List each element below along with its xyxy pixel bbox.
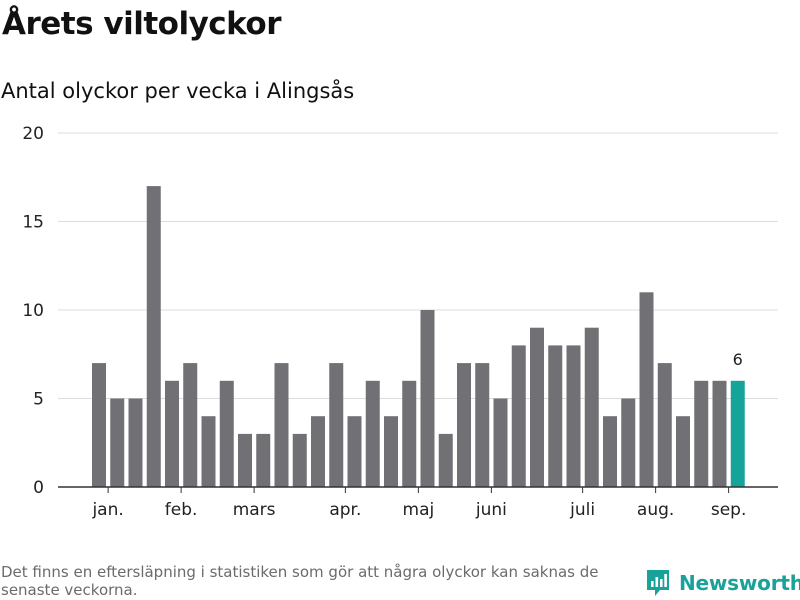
x-tick-label: feb. xyxy=(165,500,198,520)
bar xyxy=(92,363,106,487)
bar xyxy=(347,416,362,487)
bar xyxy=(584,327,599,487)
bar xyxy=(475,363,490,487)
x-tick-label: aug. xyxy=(637,500,674,520)
y-tick-labels: 0 5 10 15 20 xyxy=(22,124,44,498)
bar xyxy=(657,363,672,487)
y-tick-label: 10 xyxy=(22,301,44,321)
x-tick-label: maj xyxy=(403,500,435,520)
grid-layer xyxy=(58,132,778,399)
bar xyxy=(128,398,143,487)
bar xyxy=(329,363,344,487)
x-tick-label: sep. xyxy=(711,500,747,520)
bar-highlight xyxy=(730,380,745,487)
bar xyxy=(311,416,325,487)
bar-chart: 0 5 10 15 20 6 jan. feb. mars apr. maj juni juli au… xyxy=(22,124,778,520)
brand[interactable]: Newsworthy xyxy=(645,568,800,598)
footer-note: Det finns en eftersläpning i statistiken… xyxy=(1,563,599,599)
bar xyxy=(238,433,252,487)
last-value-label: 6 xyxy=(733,350,743,369)
bar xyxy=(365,380,380,487)
bar xyxy=(183,363,198,487)
bar xyxy=(511,345,526,487)
bar xyxy=(676,416,690,487)
bar xyxy=(493,398,508,487)
x-tick-labels: jan. feb. mars apr. maj juni juli aug. sep. xyxy=(91,487,746,520)
bar xyxy=(201,416,216,487)
bar xyxy=(603,416,617,487)
y-tick-label: 15 xyxy=(22,213,44,233)
chart-title: Årets viltolyckor xyxy=(2,6,282,42)
bar xyxy=(384,416,398,487)
bar xyxy=(292,433,307,487)
bar xyxy=(420,310,435,487)
bar xyxy=(548,345,563,487)
y-tick-label: 0 xyxy=(33,478,44,498)
bar xyxy=(165,380,179,487)
bar xyxy=(256,433,271,487)
x-tick-label: juni xyxy=(475,500,507,520)
newsworthy-logo-icon xyxy=(647,570,669,596)
bar xyxy=(402,380,417,487)
bar xyxy=(621,398,636,487)
bars: 6 xyxy=(58,186,778,488)
chart-subtitle: Antal olyckor per vecka i Alingsås xyxy=(1,79,355,103)
x-tick-label: juli xyxy=(569,500,595,520)
bar xyxy=(438,433,453,487)
y-tick-label: 20 xyxy=(22,124,44,144)
bar xyxy=(694,380,709,487)
bar xyxy=(639,292,654,487)
x-tick-label: jan. xyxy=(91,500,123,520)
x-tick-label: apr. xyxy=(329,500,361,520)
brand-name: Newsworthy xyxy=(679,571,800,595)
bar xyxy=(457,363,471,487)
bar xyxy=(530,327,544,487)
bar xyxy=(110,398,125,487)
bar xyxy=(566,345,581,487)
bar xyxy=(712,380,727,487)
bar xyxy=(274,363,289,487)
x-tick-label: mars xyxy=(233,500,276,520)
bar xyxy=(146,186,161,487)
bar xyxy=(219,380,234,487)
y-tick-label: 5 xyxy=(33,390,44,410)
